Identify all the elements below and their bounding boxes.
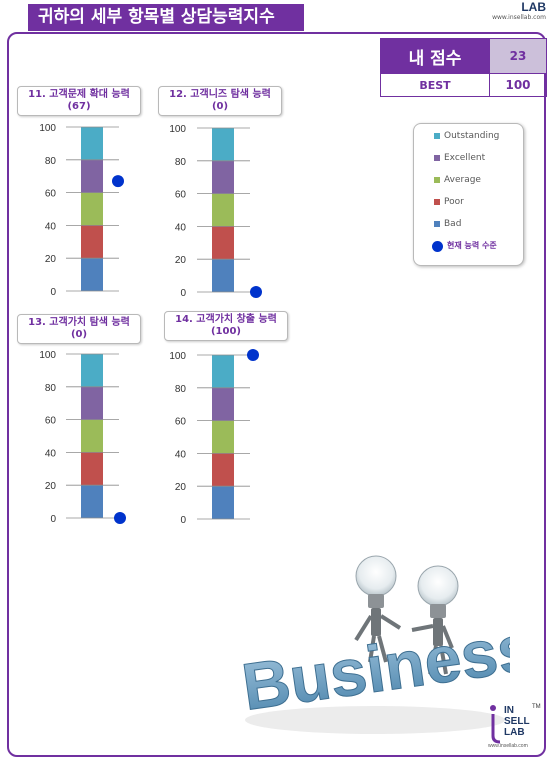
- legend-label-bad: Bad: [444, 219, 462, 229]
- chart-2-band-4: [212, 128, 234, 161]
- chart-3-title-box: 13. 고객가치 탐색 능력 (0): [17, 314, 141, 344]
- chart-1-band-2: [81, 192, 103, 226]
- chart-1-value-marker: [112, 175, 124, 188]
- logo-in-text: IN: [504, 705, 514, 716]
- chart-1-subtitle: (67): [67, 101, 91, 112]
- legend-label-excellent: Excellent: [444, 153, 486, 163]
- chart-2-tick-label-1: 80: [175, 157, 187, 168]
- legend-swatch-poor: [434, 199, 440, 205]
- chart-1-tick-label-3: 40: [45, 221, 57, 232]
- chart-2-tick-label-4: 20: [175, 255, 187, 266]
- legend-swatch-average: [434, 177, 440, 183]
- chart-3-band-2: [81, 419, 103, 453]
- chart-1-band-4: [81, 127, 103, 160]
- chart-4-tick-label-1: 80: [175, 384, 187, 395]
- chart-2-band-1: [212, 226, 234, 260]
- chart-3-band-3: [81, 386, 103, 420]
- score-table: 내 점수 23 BEST 100: [380, 38, 547, 97]
- chart-2-band-0: [212, 259, 234, 292]
- legend-label-average: Average: [444, 175, 481, 185]
- chart-4-title-box: 14. 고객가치 창출 능력 (100): [164, 311, 288, 341]
- chart-4-band-4: [212, 355, 234, 388]
- legend: Outstanding Excellent Average Poor Bad 현…: [413, 123, 524, 266]
- legend-swatch-excellent: [434, 155, 440, 161]
- lightbulb-robot-right-icon: [411, 565, 459, 675]
- legend-marker-dot: [432, 241, 443, 252]
- chart-2-tick-label-5: 0: [180, 288, 186, 299]
- my-score-label: 내 점수: [380, 38, 490, 74]
- chart-3-band-1: [81, 452, 103, 486]
- legend-label-poor: Poor: [444, 197, 464, 207]
- lightbulb-robot-left-icon: [354, 555, 402, 663]
- best-score-label: BEST: [380, 73, 490, 97]
- logo-lab-text: LAB: [504, 727, 525, 738]
- chart-2-title: 12. 고객니즈 탐색 능력: [169, 89, 271, 100]
- logo-sell-text: SELL: [504, 716, 530, 727]
- chart-4-band-2: [212, 420, 234, 454]
- chart-3-tick-label-0: 100: [39, 350, 56, 361]
- chart-1-tick-label-1: 80: [45, 156, 57, 167]
- brand-logo-top: LAB www.insellab.com: [492, 0, 546, 21]
- chart-3-band-4: [81, 354, 103, 387]
- chart-4-band-3: [212, 387, 234, 421]
- chart-1-band-3: [81, 159, 103, 193]
- chart-2-band-3: [212, 160, 234, 194]
- logo-url-text: www.insellab.com: [488, 743, 528, 749]
- chart-1-band-0: [81, 258, 103, 291]
- chart-1-title: 11. 고객문제 확대 능력: [28, 89, 130, 100]
- chart-2-value-marker: [250, 286, 262, 298]
- chart-2-subtitle: (0): [211, 101, 229, 112]
- chart-3-tick-label-4: 20: [45, 481, 57, 492]
- chart-1-tick-label-2: 60: [45, 189, 57, 200]
- chart-2-band-2: [212, 193, 234, 227]
- illustration-shadow: [245, 706, 505, 734]
- legend-swatch-outstanding: [434, 133, 440, 139]
- chart-2-tick-label-3: 40: [175, 222, 187, 233]
- brand-url-top: www.insellab.com: [492, 14, 546, 21]
- chart-2-title-box: 12. 고객니즈 탐색 능력 (0): [158, 86, 282, 116]
- chart-3-band-0: [81, 485, 103, 518]
- content-frame: [7, 32, 546, 757]
- chart-2-tick-label-2: 60: [175, 190, 187, 201]
- chart-4-value-marker: [247, 349, 259, 361]
- chart-1-tick-label-0: 100: [39, 123, 56, 134]
- chart-1-band-1: [81, 225, 103, 259]
- brand-lab-text: LAB: [521, 0, 546, 14]
- logo-tm-text: TM: [532, 704, 541, 710]
- my-score-value: 23: [489, 38, 547, 74]
- chart-1-tick-label-5: 0: [50, 287, 56, 298]
- best-score-value: 100: [489, 73, 547, 97]
- page-title: 귀하의 세부 항목별 상담능력지수: [28, 4, 304, 31]
- chart-3-tick-label-5: 0: [50, 514, 56, 525]
- chart-4-tick-label-4: 20: [175, 482, 187, 493]
- chart-3-title: 13. 고객가치 탐색 능력: [28, 317, 130, 328]
- chart-4-subtitle: (100): [210, 326, 241, 337]
- legend-label-outstanding: Outstanding: [444, 131, 500, 141]
- logo-stroke-icon: [491, 714, 501, 744]
- chart-1-tick-label-4: 20: [45, 254, 57, 265]
- chart-4-tick-label-0: 100: [169, 351, 186, 362]
- chart-2-tick-label-0: 100: [169, 124, 186, 135]
- chart-4-band-0: [212, 486, 234, 519]
- chart-3-tick-label-1: 80: [45, 383, 57, 394]
- chart-3-tick-label-3: 40: [45, 448, 57, 459]
- chart-4-title: 14. 고객가치 창출 능력: [175, 314, 277, 325]
- chart-4-band-1: [212, 453, 234, 487]
- chart-4-tick-label-2: 60: [175, 417, 187, 428]
- legend-label-marker: 현재 능력 수준: [447, 241, 497, 250]
- legend-swatch-bad: [434, 221, 440, 227]
- chart-3-subtitle: (0): [70, 329, 88, 340]
- logo-dot-icon: [490, 705, 496, 711]
- brand-logo-bottom: IN SELL LAB TM www.insellab.com: [488, 704, 541, 749]
- chart-4-tick-label-3: 40: [175, 449, 187, 460]
- chart-1-title-box: 11. 고객문제 확대 능력 (67): [17, 86, 141, 116]
- business-illustration: Business: [240, 555, 510, 734]
- chart-3-tick-label-2: 60: [45, 416, 57, 427]
- chart-3-value-marker: [114, 512, 126, 524]
- chart-4-tick-label-5: 0: [180, 515, 186, 526]
